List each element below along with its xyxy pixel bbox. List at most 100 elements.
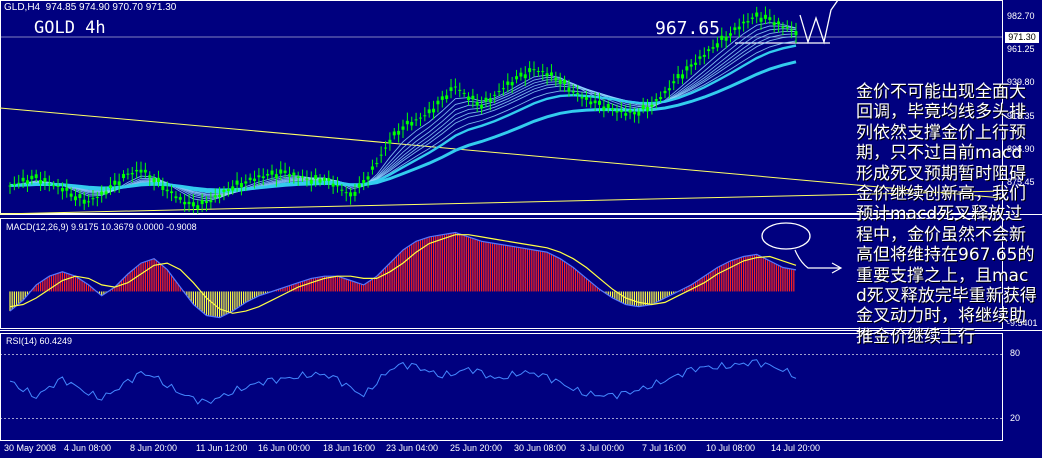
candle-body [606,104,610,109]
candle-body [436,100,440,105]
candle-body [685,66,689,71]
candle-body [12,183,16,185]
candle-body [353,191,357,196]
candle-body [698,56,702,59]
candle-body [248,177,252,180]
candle-body [637,111,641,116]
candle-body [724,36,728,41]
analysis-commentary: 金价不可能出现全面大回调，毕竟均线多头排列依然支撑金价上行预期，只不过目前mac… [856,82,1037,347]
candle-body [362,180,366,184]
candle-body [126,173,130,175]
price-tick-label: 896.90 [1007,144,1035,154]
panel-frames [0,0,1042,441]
candle-body [17,182,21,184]
candle-body [410,122,414,126]
candle-body [397,130,401,135]
date-tick-label: 7 Jul 16:00 [642,443,687,453]
candle-body [379,154,383,156]
candle-body [493,94,497,96]
candle-body [632,112,636,115]
candle-body [558,79,562,84]
rsi-tick-label: 80 [1010,348,1021,359]
candle-body [536,71,540,72]
candle-body [174,196,178,199]
candle-body [156,177,160,182]
candle-body [270,170,274,175]
candle-body [340,189,344,191]
candle-body [532,69,536,71]
candle-body [475,102,479,106]
candle-body [584,96,588,100]
candle-body [52,185,56,187]
rsi-tick-label: 20 [1010,412,1021,423]
candle-body [74,196,77,201]
candle-body [711,47,715,49]
candle-body [130,173,134,175]
candle-body [423,115,427,117]
candle-body [790,29,794,31]
candle-body [370,166,374,170]
candle-body [139,169,143,173]
candle-body [449,87,453,91]
candle-body [619,110,623,113]
crossover-circle [761,222,811,250]
date-tick-label: 10 Jul 08:00 [706,443,756,453]
candle-body [480,104,484,109]
candle-body [549,72,553,76]
candle-body [501,88,505,90]
candle-body [205,201,208,204]
candle-body [21,177,25,182]
ma-slow-line [9,60,797,192]
macd-panel [9,231,797,319]
candle-body [462,92,466,94]
candle-body [458,89,462,91]
candle-body [30,175,34,180]
candle-body [593,100,597,104]
candle-body [91,198,95,200]
candle-body [576,93,580,95]
candle-body [506,81,510,85]
crossover-arrow [794,249,840,269]
candle-body [327,177,331,181]
candle-body [283,170,287,174]
date-tick-label: 25 Jun 20:00 [450,443,503,453]
candle-body [676,74,680,79]
candle-body [314,175,318,180]
candle-body [274,174,278,179]
candle-body [244,181,248,184]
candle-body [707,49,711,52]
candle-body [336,185,339,187]
candle-body [135,169,139,172]
candle-body [781,26,785,28]
candle-body [694,62,698,65]
candle-body [305,178,309,180]
candle-body [34,174,38,179]
price-tick-label: 939.80 [1007,77,1035,87]
candle-body [266,173,270,176]
price-tick-label: 918.35 [1007,111,1035,121]
candle-body [47,183,51,185]
candle-body [471,95,475,100]
candle-body [432,108,436,113]
rsi-line [9,359,797,405]
candle-body [200,199,204,205]
candle-body [287,174,291,177]
candle-body [349,192,353,197]
candle-body [523,74,527,79]
date-tick-label: 18 Jun 16:00 [323,443,376,453]
candle-body [624,113,628,116]
candle-body [720,35,724,40]
candle-body [196,205,200,210]
candle-body [100,191,104,195]
candle-body [65,187,69,191]
candle-body [563,79,567,84]
candle-body [680,74,684,79]
macd-line [9,231,797,319]
date-tick-label: 8 Jun 20:00 [130,443,178,453]
candle-body [405,120,409,125]
candle-body [60,188,64,192]
candle-body [654,99,658,101]
candle-body [554,77,558,81]
candle-body [104,191,108,195]
candle-body [650,104,654,107]
